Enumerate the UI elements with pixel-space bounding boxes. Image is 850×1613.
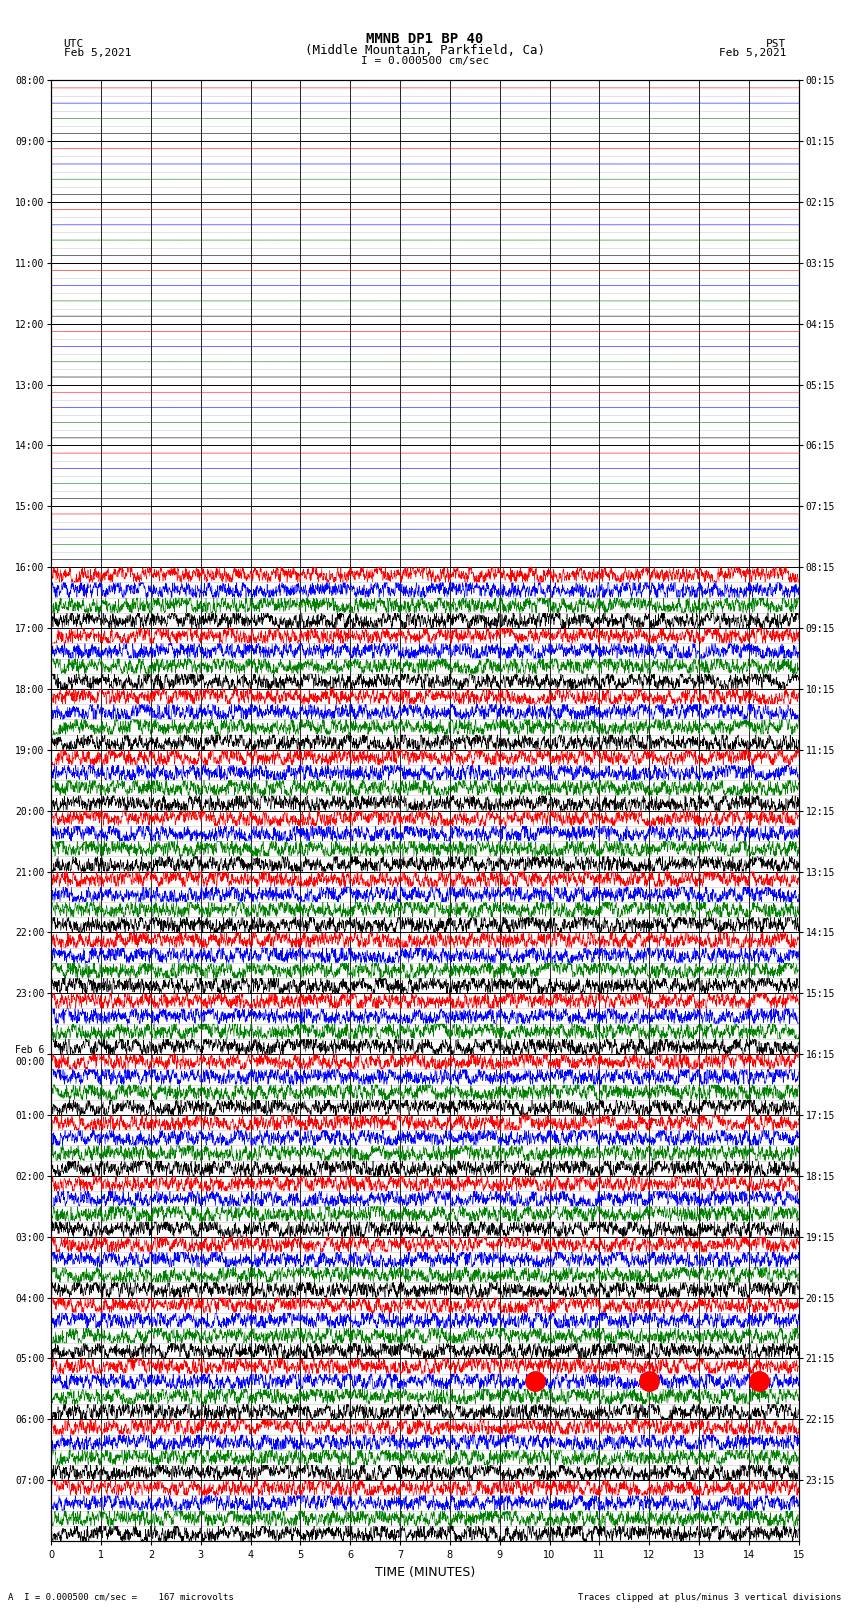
Text: Traces clipped at plus/minus 3 vertical divisions: Traces clipped at plus/minus 3 vertical … (578, 1592, 842, 1602)
Text: I = 0.000500 cm/sec: I = 0.000500 cm/sec (361, 56, 489, 66)
Text: PST: PST (766, 39, 786, 48)
Text: Feb 5,2021: Feb 5,2021 (64, 48, 131, 58)
Text: Feb 5,2021: Feb 5,2021 (719, 48, 786, 58)
Text: UTC: UTC (64, 39, 84, 48)
Text: A  I = 0.000500 cm/sec =    167 microvolts: A I = 0.000500 cm/sec = 167 microvolts (8, 1592, 235, 1602)
X-axis label: TIME (MINUTES): TIME (MINUTES) (375, 1566, 475, 1579)
Text: MMNB DP1 BP 40: MMNB DP1 BP 40 (366, 32, 484, 47)
Text: (Middle Mountain, Parkfield, Ca): (Middle Mountain, Parkfield, Ca) (305, 44, 545, 56)
